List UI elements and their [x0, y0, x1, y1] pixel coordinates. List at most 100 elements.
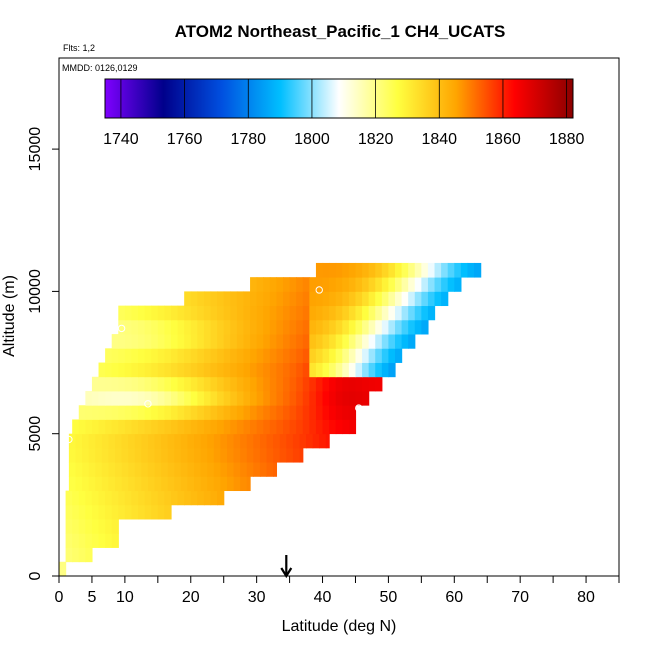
heatmap-cell — [65, 519, 73, 534]
heatmap-cell — [111, 490, 119, 506]
heatmap-cell — [78, 490, 86, 506]
heatmap-cell — [246, 433, 254, 449]
marker-arrow-head — [280, 567, 293, 579]
heatmap-cell — [243, 362, 251, 378]
heatmap-cell — [177, 405, 185, 420]
colorbar-tick-label: 1840 — [421, 131, 457, 148]
heatmap-cell — [322, 262, 330, 278]
heatmap-cell — [329, 419, 337, 435]
heatmap-cell — [203, 391, 212, 406]
heatmap-cell — [256, 419, 264, 435]
heatmap-cell — [227, 447, 235, 463]
heatmap-cell — [342, 376, 350, 392]
heatmap-cell — [263, 376, 271, 392]
x-tick-label: 5 — [87, 589, 96, 606]
heatmap-cell — [276, 348, 284, 363]
colorbar-tick-label: 1880 — [549, 131, 585, 148]
heatmap-cell — [190, 305, 198, 321]
heatmap-cell — [309, 419, 317, 435]
chart-title: ATOM2 Northeast_Pacific_1 CH4_UCATS — [175, 22, 506, 41]
heatmap-cell — [408, 277, 416, 292]
heatmap-cell — [263, 362, 271, 378]
heatmap-cell — [210, 391, 218, 406]
heatmap-cell — [269, 277, 278, 292]
heatmap-cell — [240, 447, 248, 463]
heatmap-cell — [190, 376, 198, 392]
heatmap-cell — [348, 277, 357, 292]
colorbar-tick-label: 1820 — [358, 131, 394, 148]
heatmap-cell — [315, 376, 324, 392]
heatmap-cell — [230, 405, 238, 420]
heatmap-cell — [184, 319, 192, 335]
heatmap-cell — [263, 305, 271, 321]
heatmap-cell — [322, 305, 330, 321]
heatmap-cell — [329, 334, 337, 349]
heatmap-cell — [118, 405, 126, 420]
heatmap-cell — [174, 476, 182, 492]
heatmap-cell — [348, 334, 357, 349]
heatmap-cell — [355, 291, 363, 307]
heatmap-cell — [213, 462, 222, 477]
heatmap-cell — [203, 376, 212, 392]
heatmap-cell — [101, 476, 110, 492]
heatmap-cell — [302, 334, 310, 349]
heatmap-cell — [157, 348, 166, 363]
heatmap-cell — [171, 405, 179, 420]
heatmap-cell — [256, 391, 264, 406]
heatmap-cell — [296, 277, 304, 292]
heatmap-cell — [108, 476, 116, 492]
heatmap-cell — [180, 476, 189, 492]
heatmap-cell — [269, 376, 278, 392]
heatmap-cell — [217, 334, 225, 349]
sample-points — [65, 279, 482, 444]
heatmap-cell — [342, 362, 350, 378]
heatmap-cell — [236, 391, 245, 406]
heatmap-cell — [414, 305, 422, 321]
heatmap-cell — [164, 362, 172, 378]
heatmap-cell — [138, 348, 146, 363]
heatmap-cell — [88, 433, 96, 449]
heatmap-cell — [276, 376, 284, 392]
heatmap-cell — [217, 291, 225, 307]
heatmap-cell — [223, 291, 231, 307]
heatmap-cell — [190, 291, 198, 307]
heatmap-cell — [223, 419, 231, 435]
colorbar-tick-label: 1800 — [294, 131, 330, 148]
heatmap-cell — [210, 419, 218, 435]
heatmap-cell — [329, 348, 337, 363]
heatmap-cell — [335, 319, 343, 335]
heatmap-cell — [283, 405, 291, 420]
heatmap-cell — [460, 262, 469, 278]
heatmap-cell — [105, 504, 113, 520]
heatmap-cell — [388, 348, 396, 363]
heatmap-cell — [296, 348, 304, 363]
heatmap-cell — [167, 462, 175, 477]
heatmap-cell — [151, 334, 159, 349]
heatmap-cell — [362, 362, 370, 378]
heatmap-cell — [85, 519, 93, 534]
heatmap-cell — [203, 490, 212, 506]
heatmap-cell — [342, 405, 350, 420]
heatmap-cell — [329, 405, 337, 420]
heatmap-cell — [375, 291, 383, 307]
heatmap-cell — [362, 348, 370, 363]
heatmap-cell — [111, 362, 119, 378]
heatmap-cell — [210, 376, 218, 392]
heatmap-cell — [197, 376, 205, 392]
x-tick-label: 0 — [55, 589, 64, 606]
heatmap-cell — [105, 405, 113, 420]
heatmap-cell — [217, 419, 225, 435]
heatmap-cell — [171, 376, 179, 392]
heatmap-cell — [164, 490, 172, 506]
heatmap-cell — [256, 291, 264, 307]
heatmap-cell — [414, 319, 422, 335]
heatmap-cell — [177, 305, 185, 321]
heatmap-cell — [194, 462, 202, 477]
heatmap-cell — [315, 348, 324, 363]
heatmap-cell — [223, 376, 231, 392]
heatmap-cell — [401, 262, 409, 278]
heatmap-cell — [292, 447, 301, 463]
heatmap-cell — [184, 291, 192, 307]
heatmap-cell — [276, 419, 284, 435]
